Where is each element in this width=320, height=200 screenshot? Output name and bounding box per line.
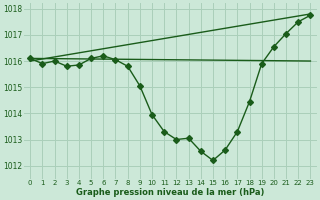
X-axis label: Graphe pression niveau de la mer (hPa): Graphe pression niveau de la mer (hPa) bbox=[76, 188, 265, 197]
